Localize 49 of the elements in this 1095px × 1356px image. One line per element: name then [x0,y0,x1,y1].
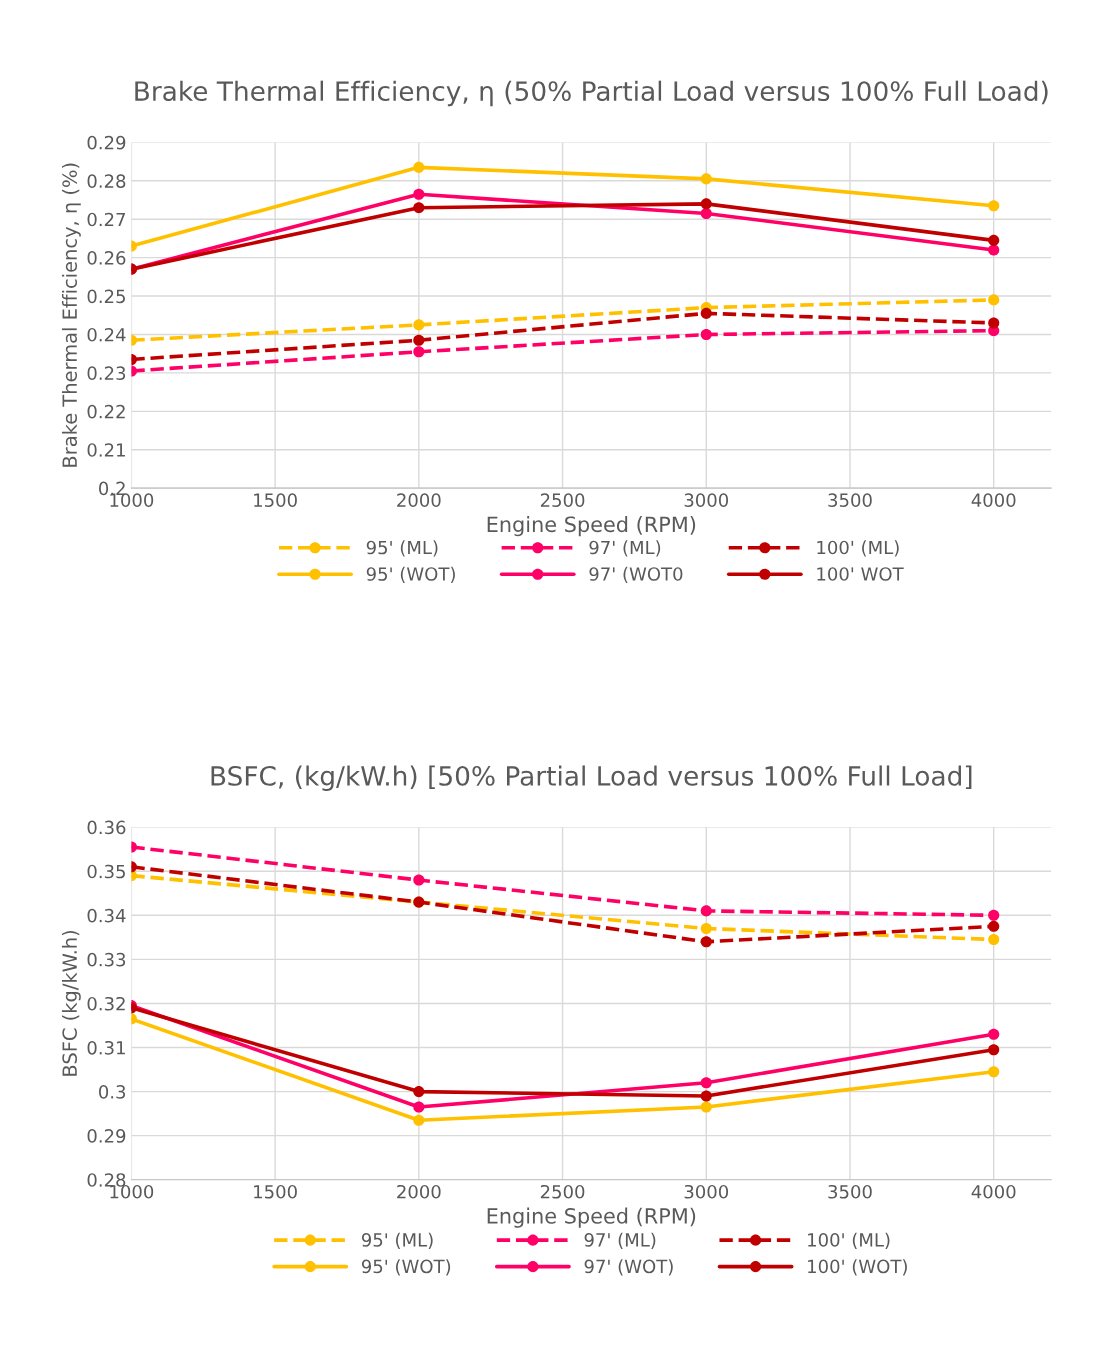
y-tick-label: 0.28 [87,1173,126,1187]
legend-label: 100' (WOT) [808,1259,907,1276]
chart-title: BSFC, (kg/kW.h) [50% Partial Load versus 100% Full Load] [211,765,972,791]
y-tick-label: 0.32 [87,996,125,1011]
legend-label: 97' (WOT0 [589,566,683,583]
legend-label: 100' (ML) [808,1232,890,1249]
legend-label: 97' (ML) [589,540,661,557]
y-tick-label: 0.29 [87,1129,126,1143]
x-tick-label: 2500 [540,1184,585,1199]
legend-label: 100' (ML) [817,540,899,557]
y-tick-label: 0.35 [87,864,125,879]
x-axis-title: Engine Speed (RPM) [487,1207,696,1228]
x-tick-label: 3000 [684,1184,729,1199]
x-tick-label: 3500 [828,1184,872,1199]
y-tick-label: 0.3 [99,1085,126,1099]
y-tick-label: 0.25 [87,289,125,304]
y-tick-label: 0.21 [87,443,125,457]
y-tick-label: 0.36 [87,820,126,835]
legend-label: 95' (WOT) [361,1259,451,1276]
y-tick-label: 0.28 [87,174,126,188]
y-tick-label: 0.23 [87,366,126,381]
legend-label: 97' (ML) [584,1232,656,1249]
x-tick-label: 4000 [971,493,1016,507]
x-tick-label: 3000 [684,493,729,507]
chart-title: Brake Thermal Efficiency, η (50% Partial Load versus 100% Full Load) [135,80,1048,107]
legend-label: 95' (ML) [361,1232,433,1249]
x-tick-label: 1500 [254,1184,297,1199]
legend-label: 100' WOT [817,567,904,581]
x-tick-label: 4000 [971,1184,1016,1199]
x-tick-label: 2000 [397,1184,441,1199]
legend-label: 95' (WOT) [366,566,455,583]
y-tick-label: 0.24 [87,327,126,342]
x-tick-label: 2500 [540,493,585,507]
y-tick-label: 0.31 [87,1040,125,1055]
y-tick-label: 0.34 [87,908,126,923]
y-tick-label: 0.33 [87,952,126,967]
x-tick-label: 1000 [110,1184,154,1199]
legend-label: 95' (ML) [366,540,438,557]
y-tick-label: 0.29 [87,135,126,150]
y-axis-title: BSFC (kg/kW.h) [61,930,81,1076]
y-tick-label: 0.22 [87,404,125,419]
y-tick-label: 0.27 [87,212,125,227]
legend-label: 97' (WOT) [584,1259,673,1276]
y-tick-label: 0.26 [87,251,126,265]
x-axis-title: Engine Speed (RPM) [487,516,696,537]
y-axis-title: Brake Thermal Efficiency, η (%) [61,163,81,467]
x-tick-label: 1500 [254,493,297,507]
x-tick-label: 2000 [397,493,441,507]
x-tick-label: 3500 [828,493,872,507]
